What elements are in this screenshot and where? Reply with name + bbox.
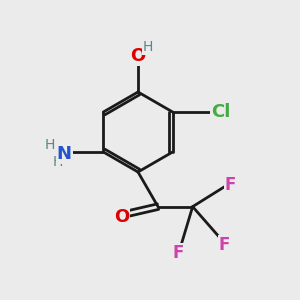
Text: F: F <box>219 236 230 253</box>
Text: N: N <box>57 145 72 163</box>
Text: F: F <box>225 176 236 194</box>
Text: Cl: Cl <box>211 103 230 121</box>
Text: F: F <box>173 244 184 262</box>
Text: O: O <box>130 47 146 65</box>
Text: H: H <box>44 138 55 152</box>
Text: H: H <box>143 40 153 54</box>
Text: O: O <box>114 208 129 226</box>
Text: H: H <box>52 155 62 169</box>
